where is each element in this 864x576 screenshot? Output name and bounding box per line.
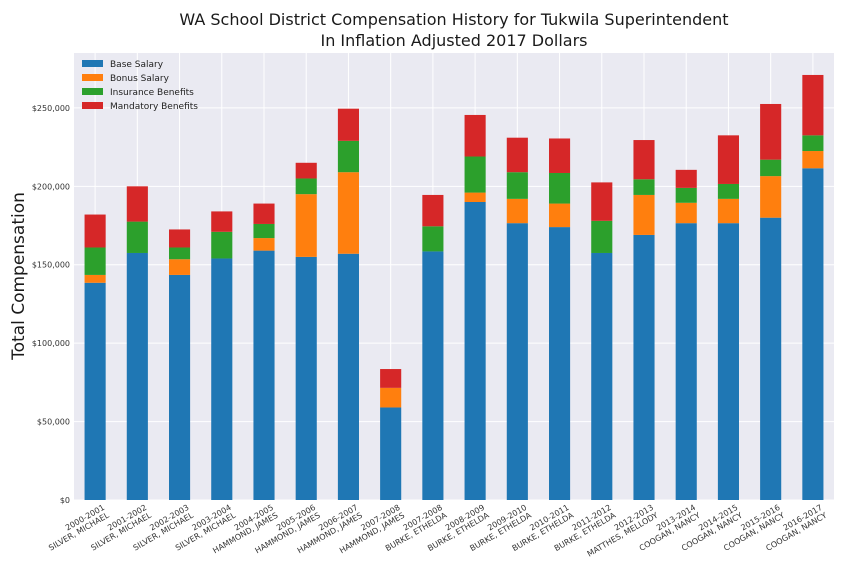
y-tick-label: $100,000 xyxy=(32,339,70,348)
legend-swatch xyxy=(82,60,103,67)
bar-mandatory-benefits xyxy=(169,229,191,248)
bar-base-salary xyxy=(675,223,697,500)
bar-insurance-benefits xyxy=(760,159,782,177)
bar-mandatory-benefits xyxy=(802,74,824,136)
bar-insurance-benefits xyxy=(84,247,106,275)
bar-bonus-salary xyxy=(337,172,359,254)
bar-bonus-salary xyxy=(506,198,528,224)
bar-insurance-benefits xyxy=(802,135,824,152)
bar-base-salary xyxy=(760,217,782,500)
bar-insurance-benefits xyxy=(633,179,655,195)
bar-insurance-benefits xyxy=(717,183,739,199)
y-tick-label: $200,000 xyxy=(32,182,70,191)
bar-mandatory-benefits xyxy=(591,182,613,221)
bar-bonus-salary xyxy=(675,202,697,224)
bar-mandatory-benefits xyxy=(506,137,528,173)
bar-base-salary xyxy=(506,223,528,500)
bar-base-salary xyxy=(717,223,739,500)
y-tick-label: $50,000 xyxy=(37,418,70,427)
bar-bonus-salary xyxy=(760,176,782,218)
bar-mandatory-benefits xyxy=(760,103,782,160)
bar-mandatory-benefits xyxy=(253,203,275,224)
bar-base-salary xyxy=(802,168,824,501)
bar-insurance-benefits xyxy=(422,226,444,252)
bar-mandatory-benefits xyxy=(211,211,233,232)
bar-mandatory-benefits xyxy=(295,162,317,179)
bar-mandatory-benefits xyxy=(84,214,106,248)
bar-insurance-benefits xyxy=(295,178,317,195)
bar-mandatory-benefits xyxy=(422,194,444,227)
bar-bonus-salary xyxy=(380,387,402,408)
y-axis-label: Total Compensation xyxy=(9,192,29,361)
bar-insurance-benefits xyxy=(253,223,275,239)
bar-bonus-salary xyxy=(84,274,106,283)
bar-base-salary xyxy=(295,256,317,500)
bar-bonus-salary xyxy=(464,192,486,202)
bar-insurance-benefits xyxy=(464,156,486,193)
bar-bonus-salary xyxy=(253,238,275,251)
legend-swatch xyxy=(82,74,103,81)
bars xyxy=(84,74,824,501)
legend: Base Salary Bonus Salary Insurance Benefit… xyxy=(82,60,198,112)
bar-insurance-benefits xyxy=(591,220,613,253)
legend-label: Insurance Benefits xyxy=(110,88,194,98)
bar-mandatory-benefits xyxy=(675,169,697,188)
bar-mandatory-benefits xyxy=(380,369,402,388)
bar-mandatory-benefits xyxy=(633,140,655,180)
y-tick-label: $0 xyxy=(60,496,70,505)
bar-insurance-benefits xyxy=(126,221,148,253)
bar-mandatory-benefits xyxy=(337,108,359,141)
legend-swatch xyxy=(82,102,103,109)
bar-base-salary xyxy=(422,251,444,500)
bar-insurance-benefits xyxy=(506,172,528,199)
bar-bonus-salary xyxy=(802,151,824,169)
y-tick-label: $250,000 xyxy=(32,104,70,113)
bar-bonus-salary xyxy=(549,203,571,228)
bar-base-salary xyxy=(380,407,402,500)
bar-mandatory-benefits xyxy=(549,138,571,173)
bar-base-salary xyxy=(337,253,359,500)
legend-swatch xyxy=(82,88,103,95)
y-tick-label: $150,000 xyxy=(32,261,70,270)
legend-label: Mandatory Benefits xyxy=(110,102,198,112)
legend-label: Base Salary xyxy=(110,60,164,70)
bar-base-salary xyxy=(549,227,571,501)
bar-mandatory-benefits xyxy=(126,186,148,222)
legend-label: Bonus Salary xyxy=(110,74,170,84)
bar-base-salary xyxy=(169,274,191,500)
bar-bonus-salary xyxy=(717,198,739,224)
bar-mandatory-benefits xyxy=(464,114,486,157)
bar-bonus-salary xyxy=(633,194,655,235)
bar-bonus-salary xyxy=(169,259,191,275)
bar-insurance-benefits xyxy=(337,140,359,173)
bar-base-salary xyxy=(464,202,486,500)
bar-insurance-benefits xyxy=(549,172,571,204)
chart-subtitle: In Inflation Adjusted 2017 Dollars xyxy=(320,31,587,50)
bar-base-salary xyxy=(126,252,148,500)
bar-insurance-benefits xyxy=(211,231,233,259)
bar-bonus-salary xyxy=(295,194,317,257)
bar-base-salary xyxy=(84,282,106,500)
bar-base-salary xyxy=(633,234,655,501)
bar-base-salary xyxy=(253,250,275,500)
y-tick-labels: $0 $50,000 $100,000 $150,000 $200,000 $250,00… xyxy=(32,104,70,505)
bar-base-salary xyxy=(211,258,233,500)
chart-title: WA School District Compensation History … xyxy=(179,10,728,29)
plot-area xyxy=(74,53,834,500)
bar-insurance-benefits xyxy=(169,247,191,260)
bar-mandatory-benefits xyxy=(717,135,739,184)
bar-base-salary xyxy=(591,252,613,500)
bar-insurance-benefits xyxy=(675,187,697,203)
